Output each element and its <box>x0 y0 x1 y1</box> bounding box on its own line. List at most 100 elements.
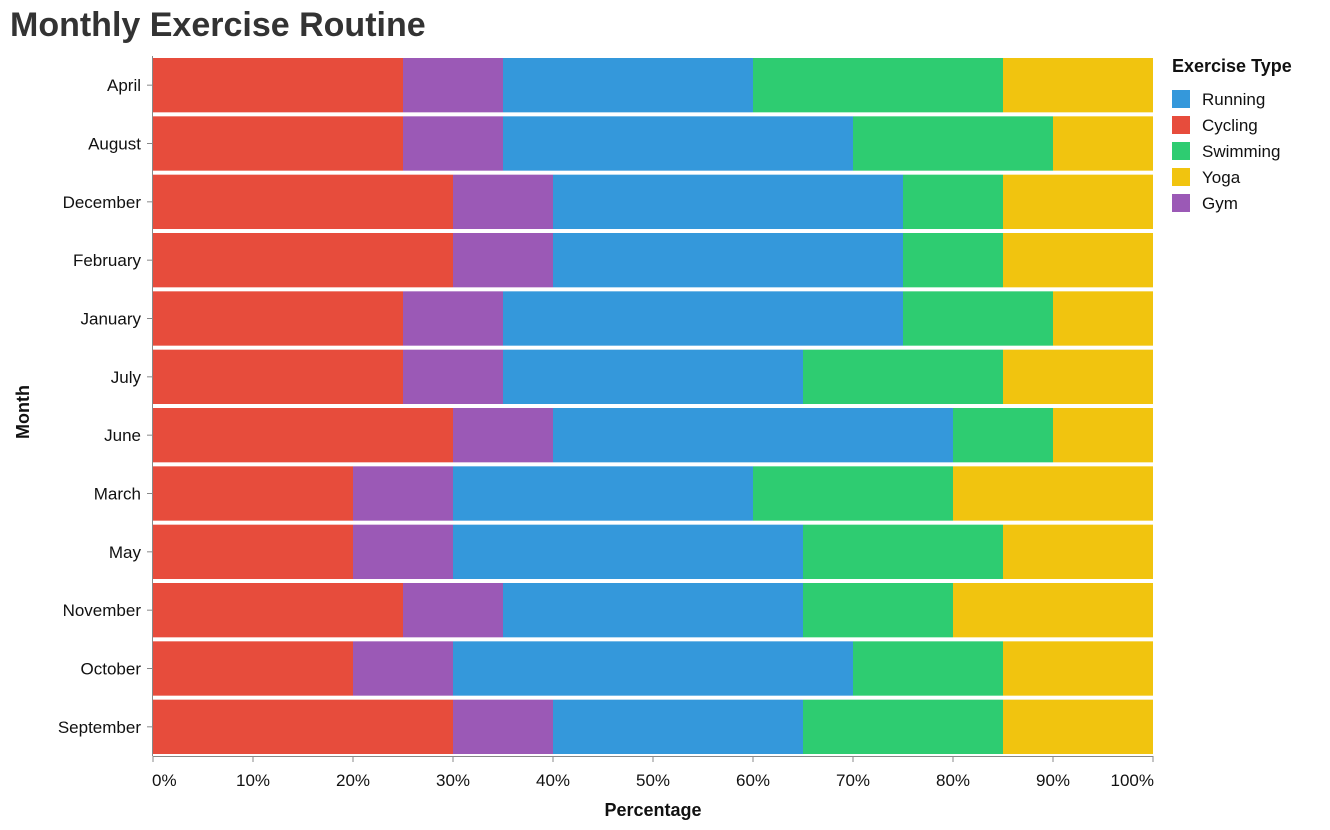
legend-label-swimming: Swimming <box>1202 142 1280 161</box>
bar-april-running <box>503 58 753 113</box>
bar-august-yoga <box>1053 116 1153 171</box>
y-axis: April August December February January July Ju… <box>58 56 153 756</box>
bar-january-gym <box>403 291 503 346</box>
x-tick-label: 40% <box>536 771 570 790</box>
bar-april-swimming <box>753 58 1003 113</box>
x-tick-label: 100% <box>1111 771 1154 790</box>
legend-label-yoga: Yoga <box>1202 168 1241 187</box>
bar-october-yoga <box>1003 641 1153 696</box>
bar-march-cycling <box>153 466 353 521</box>
bar-april-yoga <box>1003 58 1153 113</box>
y-tick-label: March <box>94 485 141 504</box>
y-tick-label: October <box>81 660 142 679</box>
bar-may-cycling <box>153 524 353 579</box>
bar-october-running <box>453 641 853 696</box>
bar-september-cycling <box>153 699 453 754</box>
x-tick-label: 60% <box>736 771 770 790</box>
bar-october-gym <box>353 641 453 696</box>
y-tick-label: February <box>73 251 142 270</box>
bar-april-gym <box>403 58 503 113</box>
legend-swatch-gym <box>1172 194 1190 212</box>
bar-june-running <box>553 408 953 463</box>
bar-november-cycling <box>153 583 403 638</box>
legend-label-gym: Gym <box>1202 194 1238 213</box>
x-tick-label: 20% <box>336 771 370 790</box>
bar-february-running <box>553 233 903 288</box>
bar-april-cycling <box>153 58 403 113</box>
bar-december-swimming <box>903 174 1003 229</box>
bar-june-swimming <box>953 408 1053 463</box>
legend-swatch-yoga <box>1172 168 1190 186</box>
bar-june-gym <box>453 408 553 463</box>
bar-october-cycling <box>153 641 353 696</box>
bar-september-gym <box>453 699 553 754</box>
bar-may-yoga <box>1003 524 1153 579</box>
legend-swatch-swimming <box>1172 142 1190 160</box>
bar-june-cycling <box>153 408 453 463</box>
x-tick-label: 70% <box>836 771 870 790</box>
x-tick-label: 10% <box>236 771 270 790</box>
bar-october-swimming <box>853 641 1003 696</box>
bar-december-running <box>553 174 903 229</box>
y-tick-label: June <box>104 426 141 445</box>
bar-august-gym <box>403 116 503 171</box>
bar-may-running <box>453 524 803 579</box>
bar-july-cycling <box>153 349 403 404</box>
bar-july-running <box>503 349 803 404</box>
legend-swatch-running <box>1172 90 1190 108</box>
bar-january-swimming <box>903 291 1053 346</box>
x-tick-label: 90% <box>1036 771 1070 790</box>
bar-september-yoga <box>1003 699 1153 754</box>
bar-november-swimming <box>803 583 953 638</box>
y-tick-label: September <box>58 718 141 737</box>
bar-august-swimming <box>853 116 1053 171</box>
bar-may-gym <box>353 524 453 579</box>
x-tick-label: 30% <box>436 771 470 790</box>
legend-title: Exercise Type <box>1172 56 1292 76</box>
chart-title: Monthly Exercise Routine <box>10 6 426 44</box>
bar-july-yoga <box>1003 349 1153 404</box>
x-tick-label: 50% <box>636 771 670 790</box>
legend-swatch-cycling <box>1172 116 1190 134</box>
bar-february-yoga <box>1003 233 1153 288</box>
bar-november-yoga <box>953 583 1153 638</box>
bars-group <box>153 58 1153 754</box>
bar-february-swimming <box>903 233 1003 288</box>
bar-september-running <box>553 699 803 754</box>
bar-february-gym <box>453 233 553 288</box>
bar-march-running <box>453 466 753 521</box>
bar-february-cycling <box>153 233 453 288</box>
bar-august-running <box>503 116 853 171</box>
y-tick-label: January <box>81 310 142 329</box>
legend-items: Running Cycling Swimming Yoga Gym <box>1172 90 1280 213</box>
bar-january-yoga <box>1053 291 1153 346</box>
y-tick-label: April <box>107 76 141 95</box>
bar-january-running <box>503 291 903 346</box>
bar-december-gym <box>453 174 553 229</box>
legend-label-cycling: Cycling <box>1202 116 1258 135</box>
bar-may-swimming <box>803 524 1003 579</box>
bar-march-gym <box>353 466 453 521</box>
y-tick-label: December <box>63 193 142 212</box>
x-tick-label: 0% <box>152 771 177 790</box>
bar-march-yoga <box>953 466 1153 521</box>
bar-november-gym <box>403 583 503 638</box>
bar-november-running <box>503 583 803 638</box>
x-tick-label: 80% <box>936 771 970 790</box>
bar-june-yoga <box>1053 408 1153 463</box>
bar-march-swimming <box>753 466 953 521</box>
y-tick-label: August <box>88 135 141 154</box>
bar-august-cycling <box>153 116 403 171</box>
bar-september-swimming <box>803 699 1003 754</box>
x-axis-title: Percentage <box>604 800 701 820</box>
legend-label-running: Running <box>1202 90 1265 109</box>
legend: Exercise Type Running Cycling Swimming Yoga… <box>1172 56 1292 213</box>
bar-july-swimming <box>803 349 1003 404</box>
bar-july-gym <box>403 349 503 404</box>
bar-december-cycling <box>153 174 453 229</box>
y-tick-label: July <box>111 368 142 387</box>
bar-january-cycling <box>153 291 403 346</box>
y-tick-label: May <box>109 543 142 562</box>
bar-december-yoga <box>1003 174 1153 229</box>
